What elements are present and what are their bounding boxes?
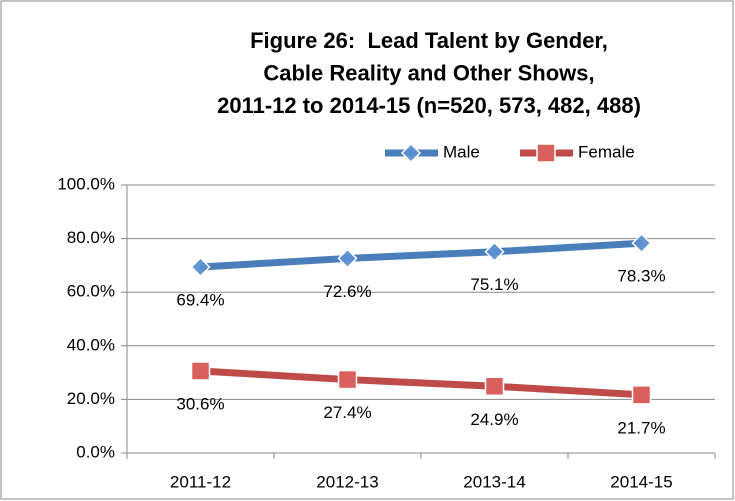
chart-title: 2011-12 to 2014-15 (n=520, 573, 482, 488… <box>217 93 641 118</box>
series-line <box>200 367 642 399</box>
marker <box>536 143 556 163</box>
data-label: 30.6% <box>176 394 224 413</box>
y-tick-label: 20.0% <box>67 389 115 408</box>
y-tick-label: 100.0% <box>57 174 115 193</box>
y-tick-label: 40.0% <box>67 335 115 354</box>
chart-title: Figure 26: Lead Talent by Gender, <box>250 28 608 53</box>
data-label: 72.6% <box>323 282 371 301</box>
marker <box>337 248 358 269</box>
marker <box>631 385 652 405</box>
marker <box>484 376 505 397</box>
x-tick-label: 2011-12 <box>170 472 231 491</box>
marker <box>631 233 652 254</box>
marker <box>400 142 422 164</box>
chart-title: Cable Reality and Other Shows, <box>263 60 594 85</box>
data-label: 75.1% <box>470 275 518 294</box>
x-tick-label: 2013-14 <box>463 472 525 491</box>
data-label: 27.4% <box>323 403 371 422</box>
legend-label: Female <box>578 142 635 161</box>
data-label: 21.7% <box>617 418 665 437</box>
y-tick-label: 80.0% <box>67 228 115 247</box>
marker <box>484 241 505 262</box>
marker <box>337 369 358 390</box>
x-tick-label: 2014-15 <box>610 472 672 491</box>
x-tick-label: 2012-13 <box>316 472 378 491</box>
data-label: 69.4% <box>176 290 224 309</box>
marker <box>190 361 211 381</box>
y-tick-label: 0.0% <box>76 442 115 461</box>
series-line <box>200 239 642 271</box>
legend-label: Male <box>443 142 480 161</box>
y-tick-label: 60.0% <box>67 282 115 301</box>
data-label: 78.3% <box>617 267 665 286</box>
data-label: 24.9% <box>470 410 518 429</box>
marker <box>190 256 211 278</box>
